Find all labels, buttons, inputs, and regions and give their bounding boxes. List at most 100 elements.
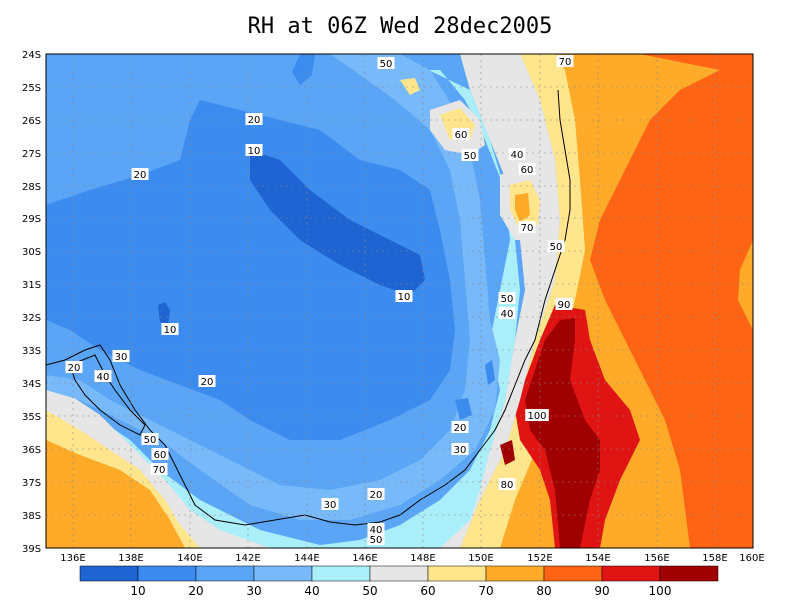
lon-label: 150E	[468, 553, 493, 564]
lat-label: 30S	[22, 247, 41, 258]
contour-label-bg	[151, 448, 169, 460]
contour-label-bg	[245, 113, 263, 125]
map-title: RH at 06Z Wed 28dec2005	[247, 14, 553, 39]
rh-band-80-east	[738, 240, 753, 330]
contour-label: 40	[370, 525, 383, 536]
lon-label: 158E	[702, 553, 727, 564]
lat-label: 33S	[22, 346, 41, 357]
contour-label-bg	[498, 478, 516, 490]
lat-label: 27S	[22, 149, 41, 160]
contour-label: 70	[521, 223, 534, 234]
lon-label: 156E	[644, 553, 669, 564]
contour-label-bg	[245, 144, 263, 156]
rh-spot-70-small	[400, 78, 420, 95]
contour-label-bg	[498, 307, 516, 319]
contour-label: 20	[201, 377, 214, 388]
lat-label: 34S	[22, 379, 41, 390]
contour-label-bg	[451, 421, 469, 433]
contour-label-bg	[150, 463, 168, 475]
contour-label-bg	[498, 292, 516, 304]
contour-label-bg	[518, 221, 536, 233]
rh-band-90	[590, 54, 753, 548]
contour-label: 70	[559, 57, 572, 68]
rh-spot-20-east	[455, 398, 472, 420]
contour-label-bg	[161, 323, 179, 335]
colorbar-label: 60	[420, 584, 435, 598]
contour-label: 50	[550, 242, 563, 253]
colorbar-swatch	[79, 565, 139, 582]
lat-label: 28S	[22, 182, 41, 193]
colorbar-label: 100	[649, 584, 672, 598]
contour-label-bg	[367, 523, 385, 535]
contour-label: 80	[501, 480, 514, 491]
contour-label: 40	[501, 309, 514, 320]
lon-label: 144E	[294, 553, 319, 564]
colorbar-label: 80	[536, 584, 551, 598]
contour-label: 50	[501, 294, 514, 305]
contour-label: 10	[164, 325, 177, 336]
contour-label: 50	[370, 535, 383, 546]
contour-label: 40	[511, 150, 524, 161]
lat-label: 32S	[22, 313, 41, 324]
colorbar-swatch	[543, 565, 603, 582]
contour-label-bg	[112, 350, 130, 362]
contour-label: 60	[455, 130, 468, 141]
colorbar-label: 30	[246, 584, 261, 598]
lat-label: 37S	[22, 478, 41, 489]
contour-label: 50	[144, 435, 157, 446]
contour-label-bg	[367, 533, 385, 545]
lon-label: 142E	[235, 553, 260, 564]
contour-label-bg	[452, 128, 470, 140]
rh-spot-20-tiny	[485, 360, 495, 385]
colorbar-swatch	[311, 565, 371, 582]
contour-label: 10	[398, 292, 411, 303]
contour-label-bg	[321, 498, 339, 510]
contour-label-bg	[198, 375, 216, 387]
colorbar-swatch	[369, 565, 429, 582]
contour-label-bg	[508, 148, 526, 160]
colorbar-swatch	[601, 565, 661, 582]
contour-label-bg	[525, 409, 549, 421]
contour-label: 40	[97, 372, 110, 383]
lon-label: 146E	[352, 553, 377, 564]
lat-label: 24S	[22, 50, 41, 61]
contour-label: 50	[380, 59, 393, 70]
contour-label-bg	[65, 361, 83, 373]
colorbar-label: 40	[304, 584, 319, 598]
contour-label: 100	[527, 411, 546, 422]
contour-label: 30	[454, 445, 467, 456]
contour-label: 90	[558, 300, 571, 311]
contour-label: 60	[154, 450, 167, 461]
lat-label: 35S	[22, 412, 41, 423]
contour-label-bg	[141, 433, 159, 445]
contour-label-bg	[377, 57, 395, 69]
lon-label: 152E	[527, 553, 552, 564]
lon-label: 140E	[177, 553, 202, 564]
rh-spot-80-east	[515, 193, 530, 222]
contour-label: 20	[454, 423, 467, 434]
contour-label: 60	[521, 165, 534, 176]
contour-label-bg	[518, 163, 536, 175]
rh-band-10-small	[158, 302, 170, 325]
lat-label: 38S	[22, 511, 41, 522]
colorbar-label: 10	[130, 584, 145, 598]
lat-label: 26S	[22, 116, 41, 127]
colorbar-swatch	[253, 565, 313, 582]
longitude-labels: 136E 138E 140E 142E 144E 146E 148E 150E …	[60, 553, 764, 564]
rh-band-100	[525, 318, 600, 548]
contour-label: 50	[464, 151, 477, 162]
contour-label-bg	[451, 443, 469, 455]
contour-label: 20	[134, 170, 147, 181]
contour-label: 30	[115, 352, 128, 363]
contour-label-bg	[395, 290, 413, 302]
colorbar-swatch	[195, 565, 255, 582]
contour-label-bg	[94, 370, 112, 382]
colorbar-swatch	[137, 565, 197, 582]
contour-label: 30	[324, 500, 337, 511]
contour-label-bg	[555, 298, 573, 310]
rh-band-80-sw	[46, 440, 185, 548]
contour-label: 20	[370, 490, 383, 501]
colorbar-label: 50	[362, 584, 377, 598]
